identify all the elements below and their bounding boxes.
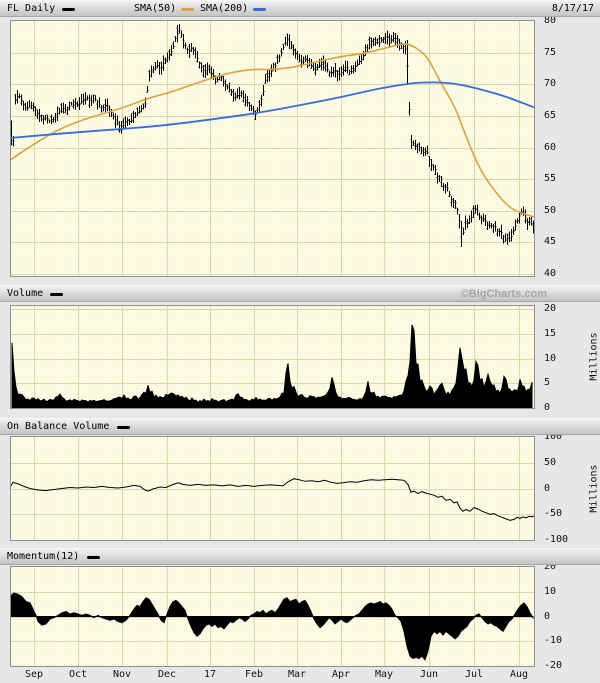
sma200-legend-swatch xyxy=(253,8,266,11)
chart-date: 8/17/17 xyxy=(551,3,594,14)
main-chart-header: FL Daily SMA(50) SMA(200) 8/17/17 xyxy=(0,0,600,17)
momentum-panel-header: Momentum(12) xyxy=(0,548,600,565)
sma200-legend-label: SMA(200) xyxy=(200,3,249,14)
momentum-panel-title: Momentum(12) xyxy=(7,551,80,562)
obv-panel-title: On Balance Volume xyxy=(7,421,110,432)
momentum-legend-swatch xyxy=(87,556,100,559)
symbol-title: FL Daily xyxy=(7,3,56,14)
obv-legend-swatch xyxy=(117,426,130,429)
obv-panel-header: On Balance Volume xyxy=(0,418,600,435)
volume-panel-header: Volume ©BigCharts.com xyxy=(0,285,600,302)
volume-legend-swatch xyxy=(50,293,63,296)
price-legend-swatch xyxy=(62,8,75,11)
sma50-legend-label: SMA(50) xyxy=(134,3,177,14)
sma50-legend-swatch xyxy=(181,8,194,11)
bigcharts-watermark: ©BigCharts.com xyxy=(460,288,547,300)
volume-panel-title: Volume xyxy=(7,288,44,299)
